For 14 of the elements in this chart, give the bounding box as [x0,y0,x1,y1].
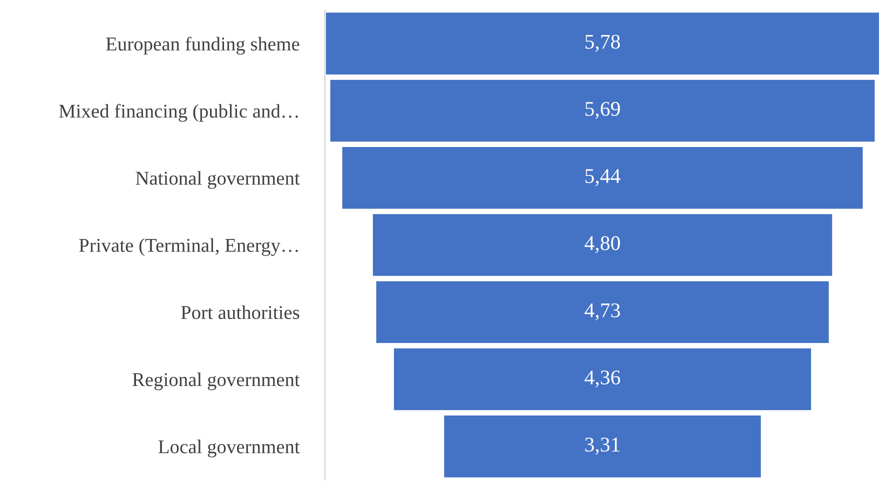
category-label: Regional government [132,372,300,390]
data-label: 3,31 [585,438,620,455]
category-label: European funding sheme [106,36,300,55]
category-label: Private (Terminal, Energy… [79,238,298,256]
data-label: 4,36 [584,370,620,388]
category-label: Local government [158,440,300,458]
category-label: Port authorities [181,305,300,320]
data-label: 5,78 [585,34,620,52]
category-label: Mixed financing (public and… [59,104,298,122]
category-label: National government [136,171,300,189]
data-label: 4,73 [584,303,620,320]
data-label: 5,44 [585,169,620,186]
data-label: 4,80 [584,236,620,254]
data-label: 5,69 [585,102,620,119]
